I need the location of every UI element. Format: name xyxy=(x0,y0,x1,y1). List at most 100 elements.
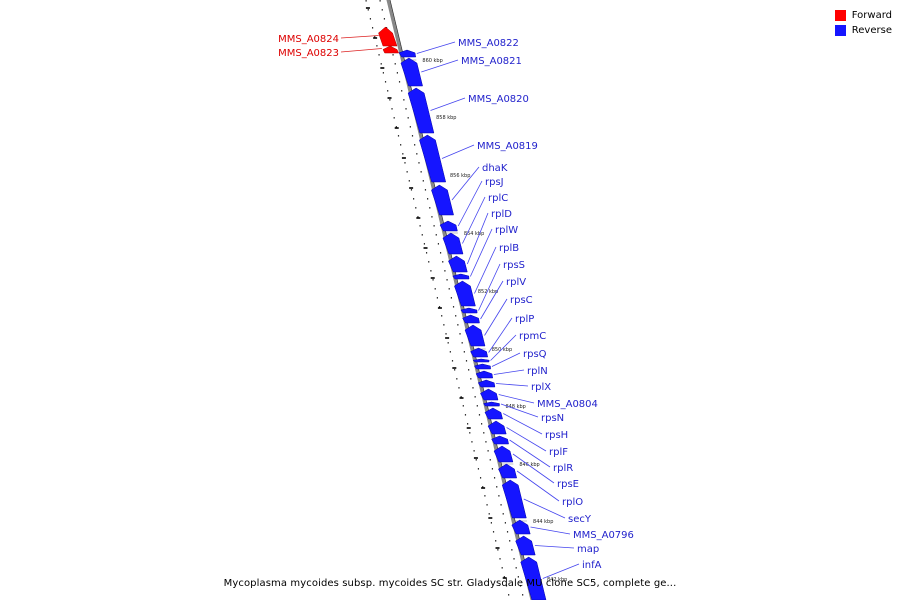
ruler-dot xyxy=(436,297,438,299)
reverse-gene[interactable] xyxy=(472,358,490,363)
ruler-dot xyxy=(499,558,501,560)
tick-label: 850 kbp xyxy=(492,347,512,353)
reverse-gene[interactable] xyxy=(400,57,423,87)
reverse-gene-label[interactable]: MMS_A0820 xyxy=(468,94,529,105)
reverse-gene-label[interactable]: rpsQ xyxy=(523,349,547,360)
gene-label-connector xyxy=(478,263,501,311)
reverse-gene[interactable] xyxy=(484,407,503,420)
reverse-gene-label[interactable]: rplN xyxy=(527,366,548,377)
reverse-gene[interactable] xyxy=(498,463,518,479)
reverse-gene-label[interactable]: rplP xyxy=(515,314,534,325)
reverse-gene[interactable] xyxy=(473,363,491,370)
gene-label-connector xyxy=(491,352,521,367)
ruler-dot xyxy=(489,459,491,461)
reverse-gene[interactable] xyxy=(398,49,416,58)
reverse-gene[interactable] xyxy=(491,435,509,445)
reverse-gene[interactable] xyxy=(480,388,499,401)
reverse-gene-label[interactable]: rpmC xyxy=(519,331,546,342)
reverse-gene[interactable] xyxy=(460,307,478,314)
legend: Forward Reverse xyxy=(834,8,892,38)
ruler-dot xyxy=(475,459,477,461)
reverse-gene[interactable] xyxy=(407,87,435,134)
gene-label-connector xyxy=(421,59,459,73)
reverse-gene[interactable] xyxy=(448,255,468,273)
reverse-gene-label[interactable]: rpsE xyxy=(557,479,579,490)
reverse-gene[interactable] xyxy=(487,420,507,435)
reverse-gene-label[interactable]: rplO xyxy=(562,497,583,508)
reverse-gene-label[interactable]: rplV xyxy=(506,277,526,288)
reverse-gene[interactable] xyxy=(483,401,500,407)
ruler-dot xyxy=(424,189,427,191)
reverse-gene-label[interactable]: MMS_A0819 xyxy=(477,141,538,152)
ruler-dot xyxy=(401,90,403,92)
reverse-gene[interactable] xyxy=(431,184,454,216)
ruler-dot xyxy=(400,144,402,146)
ruler-dot xyxy=(491,468,494,470)
reverse-gene-label[interactable]: rpsC xyxy=(510,295,533,306)
ruler-dot xyxy=(369,18,372,20)
reverse-gene-label[interactable]: MMS_A0821 xyxy=(461,56,522,67)
ruler-dot xyxy=(442,261,444,263)
legend-reverse: Reverse xyxy=(834,23,892,38)
legend-forward: Forward xyxy=(834,8,892,23)
forward-gene[interactable] xyxy=(382,45,400,54)
reverse-gene-label[interactable]: rplC xyxy=(488,193,508,204)
reverse-gene[interactable] xyxy=(464,324,486,347)
ruler-dot xyxy=(483,432,485,434)
reverse-gene-label[interactable]: rplX xyxy=(531,382,551,393)
ruler-dot xyxy=(461,342,463,344)
ruler-dot xyxy=(379,0,381,2)
forward-gene-label[interactable]: MMS_A0823 xyxy=(278,48,339,59)
reverse-gene[interactable] xyxy=(419,134,447,183)
ruler-dot xyxy=(478,414,481,416)
gene-label-connector xyxy=(466,212,489,265)
reverse-gene[interactable] xyxy=(477,379,496,388)
gene-label-connector xyxy=(493,369,525,375)
reverse-gene-label[interactable]: MMS_A0822 xyxy=(458,38,519,49)
reverse-gene-label[interactable]: rplD xyxy=(491,209,512,220)
ruler-dot xyxy=(395,126,397,128)
reverse-gene[interactable] xyxy=(452,273,470,280)
reverse-gene[interactable] xyxy=(454,280,476,307)
reverse-gene-label[interactable]: rplB xyxy=(499,243,519,254)
ruler-dot xyxy=(432,279,434,281)
ruler-dot xyxy=(381,9,383,11)
reverse-gene-label[interactable]: map xyxy=(577,544,599,555)
reverse-gene-label[interactable]: rplF xyxy=(549,447,568,458)
ruler-dot xyxy=(481,423,483,425)
reverse-gene[interactable] xyxy=(462,314,480,324)
tick-label: 856 kbp xyxy=(450,173,470,179)
forward-gene-label[interactable]: MMS_A0824 xyxy=(278,34,339,45)
gene-label-connector xyxy=(457,180,483,227)
ruler-dot xyxy=(471,441,473,443)
reverse-gene-label[interactable]: MMS_A0796 xyxy=(573,530,634,541)
ruler-dot xyxy=(414,144,416,146)
reverse-gene-label[interactable]: rpsH xyxy=(545,430,568,441)
reverse-gene[interactable] xyxy=(475,370,493,379)
reverse-gene-label[interactable]: secY xyxy=(568,514,592,525)
reverse-gene-label[interactable]: dhaK xyxy=(482,163,508,174)
ruler-dot xyxy=(371,27,374,29)
reverse-gene[interactable] xyxy=(470,347,489,358)
tick-label: 842 kbp xyxy=(547,577,567,583)
ruler-dot xyxy=(456,378,458,380)
ruler-dot xyxy=(500,504,502,506)
ruler-dot xyxy=(441,315,443,317)
gene-label-connector xyxy=(340,35,379,39)
reverse-gene[interactable] xyxy=(442,232,464,255)
reverse-gene-label[interactable]: rpsN xyxy=(541,413,564,424)
ruler-dot xyxy=(490,522,492,524)
reverse-gene-label[interactable]: rpsS xyxy=(503,260,525,271)
reverse-gene[interactable] xyxy=(439,220,458,232)
reverse-gene[interactable] xyxy=(501,479,527,519)
reverse-gene-label[interactable]: rplW xyxy=(495,225,518,236)
ruler-dot xyxy=(459,333,461,335)
reverse-gene[interactable] xyxy=(493,445,514,463)
reverse-gene[interactable] xyxy=(511,519,531,535)
ruler-dot xyxy=(408,180,410,182)
reverse-gene-label[interactable]: MMS_A0804 xyxy=(537,399,598,410)
reverse-gene-label[interactable]: rpsJ xyxy=(485,177,504,188)
reverse-gene-label[interactable]: infA xyxy=(582,560,602,571)
reverse-gene[interactable] xyxy=(515,535,536,556)
reverse-gene-label[interactable]: rplR xyxy=(553,463,573,474)
